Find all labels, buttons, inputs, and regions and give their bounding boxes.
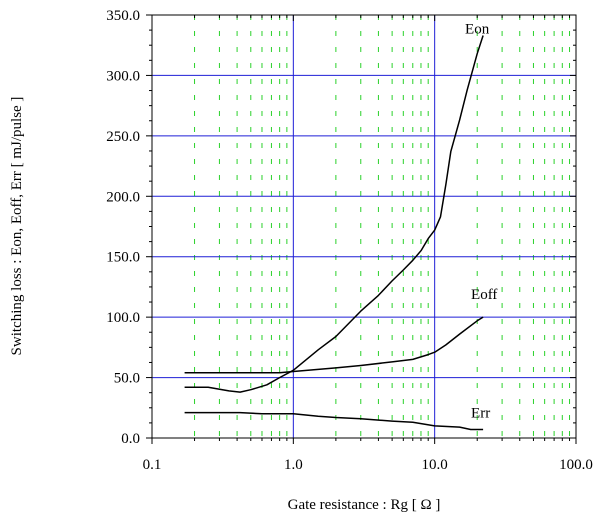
y-tick-labels: 0.0 50.0 100.0 150.0 200.0 250.0 300.0 350.0 [106,8,140,447]
minor-grid [194,15,571,438]
y-tick-label: 150.0 [106,250,140,266]
series-line-err [184,411,484,431]
y-tick-label: 250.0 [106,129,140,145]
y-tick-label: 100.0 [106,310,140,326]
y-tick-label: 0.0 [121,431,140,447]
y-tick-label: 300.0 [106,68,140,84]
major-grid [152,15,576,438]
y-tick-label: 350.0 [106,8,140,24]
x-tick-label: 100.0 [559,457,593,473]
series-label-eoff: Eoff [471,287,497,303]
plot-background [152,15,576,438]
tick-marks [146,14,577,444]
series-line-eon [184,35,484,393]
series-lines [184,35,484,431]
series-label-eon: Eon [465,22,490,38]
y-tick-label: 200.0 [106,189,140,205]
x-axis-title: Gate resistance : Rg [ Ω ] [288,497,441,513]
x-tick-label: 0.1 [143,457,162,473]
series-line-eoff [184,316,484,374]
x-tick-label: 1.0 [284,457,303,473]
x-tick-label: 10.0 [422,457,448,473]
series-label-err: Err [471,406,490,422]
y-axis-title: Switching loss : Eon, Eoff, Err [ mJ/pul… [9,97,25,356]
y-tick-label: 50.0 [114,371,140,387]
x-tick-labels: 0.1 1.0 10.0 100.0 [143,457,593,473]
series-labels: Eon Eoff Err [465,22,497,422]
